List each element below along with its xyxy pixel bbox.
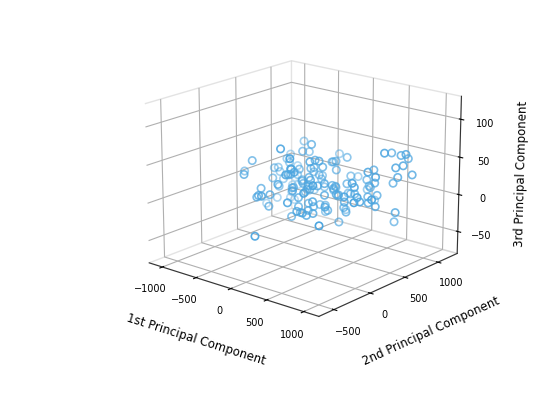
X-axis label: 1st Principal Component: 1st Principal Component (125, 312, 268, 368)
Y-axis label: 2nd Principal Component: 2nd Principal Component (361, 295, 502, 368)
